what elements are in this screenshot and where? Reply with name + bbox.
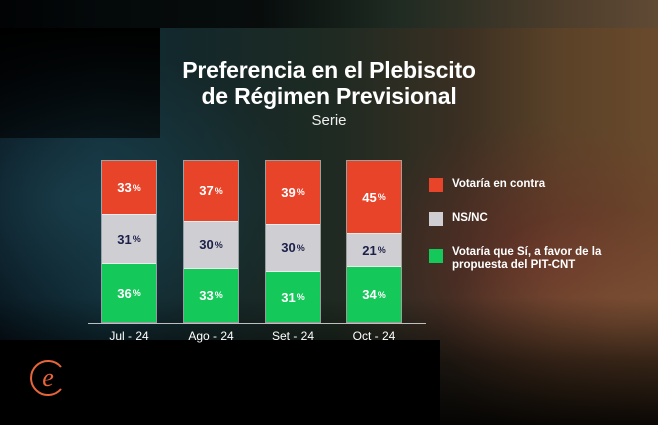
segment-contra: 39% (266, 161, 320, 224)
segment-contra: 45% (347, 161, 401, 234)
legend-swatch-nsnc (429, 212, 443, 226)
chart-title-line1: Preferencia en el Plebiscito (182, 57, 476, 83)
legend-swatch-favor (429, 249, 443, 263)
legend-label: NS/NC (452, 212, 488, 224)
svg-text:e: e (42, 363, 54, 392)
legend-label: Votaría que Sí, a favor de la propuesta … (452, 246, 602, 271)
e-logo-icon: e (28, 358, 68, 398)
x-tick-label: Set - 24 (271, 329, 315, 343)
segment-nsnc: 30% (266, 223, 320, 273)
legend-item-contra: Votaría en contra (429, 178, 632, 192)
x-tick-label: Ago - 24 (188, 329, 234, 343)
segment-favor: 31% (266, 272, 320, 322)
segment-favor: 36% (102, 264, 156, 322)
segment-nsnc: 21% (347, 233, 401, 268)
segment-nsnc: 31% (102, 214, 156, 265)
bar-set-24: 39% 30% 31% (265, 160, 321, 323)
chart-title-line2: de Régimen Previsional (201, 83, 457, 109)
legend-label: Votaría en contra (452, 178, 546, 190)
x-axis-line (88, 323, 426, 324)
x-tick-label: Oct - 24 (352, 329, 396, 343)
legend-swatch-contra (429, 178, 443, 192)
background-bottom-band (0, 340, 440, 425)
bar-ago-24: 37% 30% 33% (183, 160, 239, 323)
segment-contra: 37% (184, 161, 238, 221)
segment-favor: 33% (184, 268, 238, 322)
background-top-band (0, 0, 658, 28)
bar-oct-24: 45% 21% 34% (346, 160, 402, 323)
segment-contra: 33% (102, 161, 156, 215)
bar-jul-24: 33% 31% 36% (101, 160, 157, 323)
segment-nsnc: 30% (184, 220, 238, 269)
x-tick-label: Jul - 24 (109, 329, 149, 343)
segment-favor: 34% (347, 267, 401, 322)
legend-item-favor: Votaría que Sí, a favor de la propuesta … (429, 246, 632, 272)
legend-item-nsnc: NS/NC (429, 212, 632, 226)
chart-subtitle: Serie (311, 112, 347, 129)
background-shadow (0, 28, 160, 138)
